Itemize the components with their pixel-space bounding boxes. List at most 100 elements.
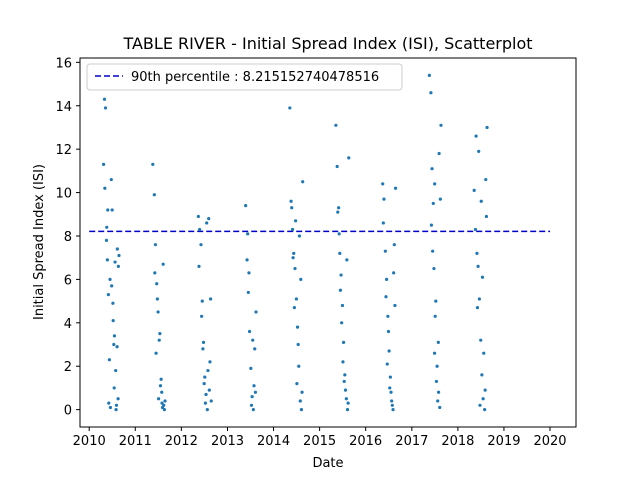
data-point <box>485 125 489 130</box>
data-point <box>339 273 343 277</box>
data-point <box>198 227 202 232</box>
data-point <box>292 306 296 310</box>
data-point <box>158 332 162 336</box>
data-point <box>114 368 118 373</box>
data-point <box>388 375 392 379</box>
data-point <box>345 408 350 412</box>
data-point <box>200 299 204 303</box>
data-point <box>431 201 435 206</box>
data-point <box>436 340 440 344</box>
data-point <box>392 271 396 275</box>
data-point <box>160 390 164 394</box>
data-point <box>475 306 480 310</box>
data-point <box>163 399 167 403</box>
data-point <box>103 186 107 190</box>
y-tick-label: 10 <box>55 187 72 202</box>
data-point <box>336 210 340 214</box>
data-point <box>342 379 346 384</box>
data-point <box>479 199 483 203</box>
legend-label: 90th percentile : 8.215152740478516 <box>131 70 379 85</box>
data-point <box>200 314 204 318</box>
data-point <box>381 221 385 225</box>
data-point <box>253 347 257 351</box>
data-point <box>338 288 343 292</box>
data-point <box>205 221 209 225</box>
data-point <box>390 403 394 407</box>
data-point <box>112 342 116 347</box>
data-point <box>102 162 106 166</box>
data-point <box>208 297 213 301</box>
data-point <box>106 292 110 297</box>
legend-box <box>86 63 403 91</box>
data-point <box>108 405 113 410</box>
data-point <box>249 366 253 370</box>
data-point <box>244 204 248 208</box>
data-point <box>158 384 163 388</box>
data-point <box>105 225 109 229</box>
data-point <box>199 243 203 247</box>
data-point <box>385 362 389 366</box>
y-tick-label: 14 <box>55 100 72 115</box>
data-point <box>434 299 438 303</box>
data-point <box>436 390 441 394</box>
data-point <box>103 106 108 110</box>
data-point <box>201 347 205 351</box>
x-tick-label: 2010 <box>73 434 106 449</box>
data-point <box>478 403 482 407</box>
data-point <box>209 399 213 403</box>
data-point <box>477 149 481 153</box>
data-point <box>297 364 301 368</box>
data-point <box>251 408 255 412</box>
data-point <box>343 373 347 377</box>
y-axis-label: Initial Spread Index (ISI) <box>32 164 47 320</box>
data-point <box>115 345 119 349</box>
data-point <box>484 214 489 219</box>
data-point <box>482 351 486 355</box>
data-point <box>387 349 391 353</box>
data-point <box>105 258 109 262</box>
data-point <box>337 232 341 236</box>
data-point <box>110 284 114 288</box>
data-point <box>429 91 433 95</box>
data-point <box>437 151 441 156</box>
data-point <box>290 206 294 210</box>
data-point <box>427 73 431 77</box>
data-point <box>112 386 116 390</box>
data-point <box>299 408 304 412</box>
data-point <box>340 303 345 308</box>
data-point <box>346 401 350 405</box>
data-point <box>393 303 397 308</box>
data-point <box>297 234 302 238</box>
x-tick-label: 2019 <box>487 434 520 449</box>
data-point <box>299 277 303 281</box>
data-point <box>152 193 156 197</box>
data-point <box>480 275 485 279</box>
data-point <box>155 282 159 286</box>
data-point <box>289 199 293 203</box>
data-point <box>292 251 296 255</box>
data-point <box>249 403 254 407</box>
data-point <box>477 297 481 301</box>
data-point <box>252 384 256 388</box>
data-point <box>207 388 211 392</box>
data-point <box>435 364 439 368</box>
data-point <box>157 338 161 342</box>
data-point <box>298 399 302 403</box>
data-point <box>153 271 157 275</box>
y-tick-label: 8 <box>64 230 72 245</box>
data-point <box>338 251 342 255</box>
x-tick-label: 2018 <box>441 434 474 449</box>
data-point <box>438 197 442 201</box>
data-point <box>116 397 120 401</box>
data-point <box>390 399 394 403</box>
data-point <box>160 401 164 405</box>
x-tick-label: 2014 <box>257 434 290 449</box>
data-point <box>436 399 440 403</box>
data-point <box>433 314 437 318</box>
y-tick-label: 0 <box>64 404 72 419</box>
data-point <box>483 408 487 412</box>
data-point <box>111 301 115 305</box>
data-point <box>107 401 111 405</box>
data-point <box>429 223 433 227</box>
